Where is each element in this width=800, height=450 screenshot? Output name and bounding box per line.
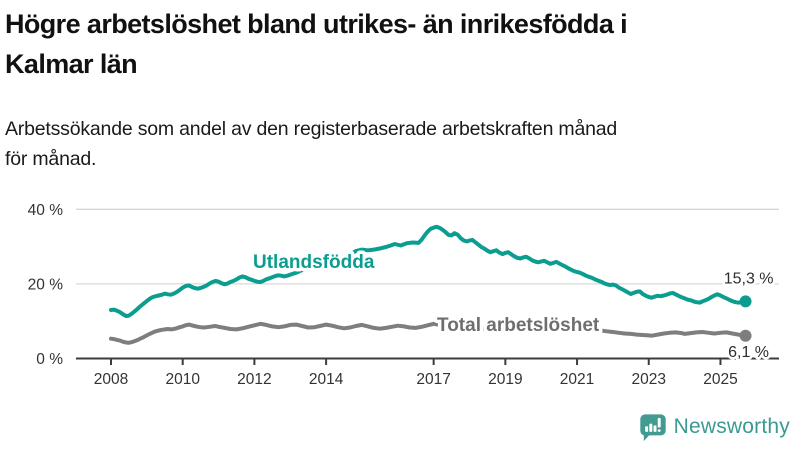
chart-subtitle-line1: Arbetssökande som andel av den registerb…	[5, 118, 618, 140]
series-line-utlandsfodda	[109, 224, 748, 318]
end-value-label-utlandsfodda: 15,3 %	[724, 270, 774, 287]
x-tick-label: 2012	[237, 371, 271, 388]
end-value-label-total: 6,1 %	[728, 344, 769, 361]
chart-subtitle: Arbetssökande som andel av den registerb…	[5, 114, 617, 174]
newsworthy-logo-text: Newsworthy	[673, 415, 790, 438]
chart-title-line2: Kalmar län	[5, 49, 138, 79]
chart-title: Högre arbetslöshet bland utrikes- än inr…	[5, 4, 628, 84]
series-end-dot-utlandsfodda	[739, 295, 752, 308]
x-tick-label: 2010	[165, 371, 200, 388]
x-tick-label: 2021	[560, 371, 594, 388]
series-label-utlandsfodda: Utlandsfödda	[253, 252, 375, 273]
chart-subtitle-line2: för månad.	[5, 148, 97, 170]
y-tick-label: 20 %	[28, 276, 64, 293]
x-tick-label: 2025	[703, 371, 737, 388]
series-label-total: Total arbetslöshet	[437, 315, 600, 336]
newsworthy-logo-icon	[639, 413, 667, 442]
y-tick-label: 40 %	[28, 202, 64, 219]
series-line-total	[109, 321, 748, 345]
x-tick-label: 2014	[309, 371, 344, 388]
x-tick-label: 2008	[94, 371, 128, 388]
series-end-dot-total	[739, 329, 752, 342]
x-tick-label: 2023	[632, 371, 666, 388]
y-tick-label: 0 %	[36, 351, 63, 368]
x-tick-label: 2019	[488, 371, 522, 388]
chart-title-line1: Högre arbetslöshet bland utrikes- än inr…	[5, 9, 628, 39]
x-tick-label: 2017	[416, 371, 450, 388]
newsworthy-logo: Newsworthy	[639, 411, 790, 443]
